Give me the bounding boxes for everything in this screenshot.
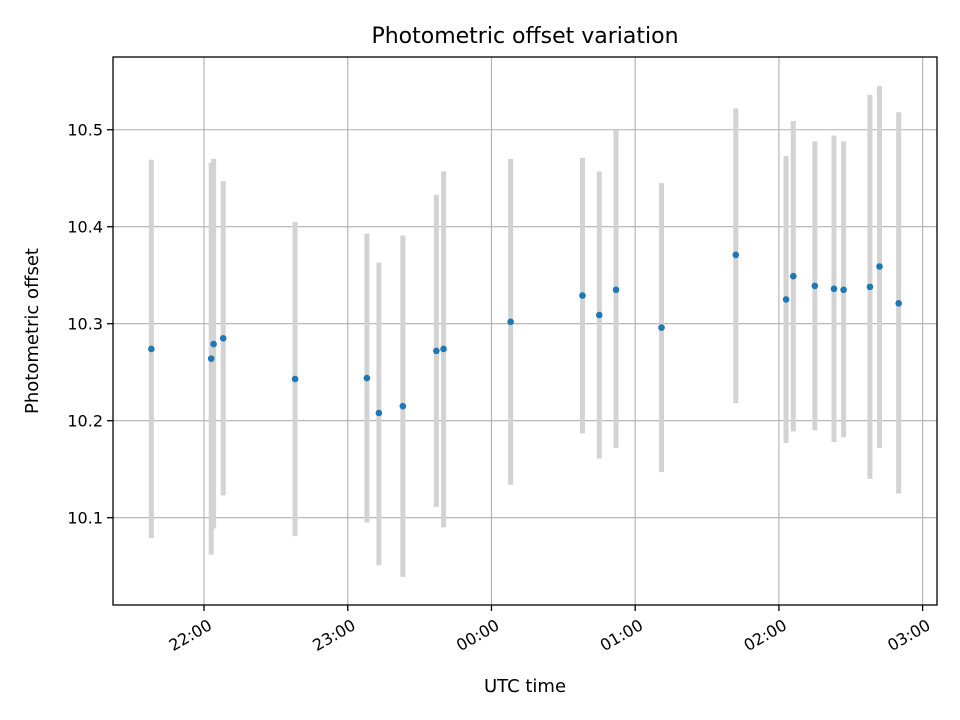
data-point [363,374,371,382]
data-point [210,340,217,348]
data-point [895,300,902,307]
x-axis-label: UTC time [484,676,566,697]
data-point [866,283,874,291]
data-point [658,324,665,331]
y-tick-label: 10.1 [67,509,103,528]
data-point [440,345,447,353]
data-point [840,286,847,294]
point-layer [148,251,902,417]
data-point [375,409,383,417]
chart-title: Photometric offset variation [371,24,678,49]
y-tick-label: 10.3 [67,315,103,334]
data-point [291,375,299,383]
data-point [219,334,227,342]
data-point [507,318,514,326]
data-point [789,272,797,280]
grid-layer [113,57,937,605]
data-point [811,282,819,290]
y-tick-label: 10.4 [67,218,103,237]
y-axis: 10.1 10.2 10.3 10.4 10.5 [67,121,113,528]
data-point [433,347,440,355]
data-point [830,285,838,293]
data-point [782,296,790,303]
data-point [207,355,215,362]
data-point [732,251,740,259]
data-point [148,345,155,353]
data-point [579,292,586,299]
data-point [876,263,883,270]
data-point [595,311,603,319]
y-tick-label: 10.5 [67,121,103,140]
axes-frame [112,56,938,606]
data-point [612,286,620,294]
data-point [399,402,407,410]
y-tick-label: 10.2 [67,412,103,431]
y-axis-label: Photometric offset [22,248,43,414]
